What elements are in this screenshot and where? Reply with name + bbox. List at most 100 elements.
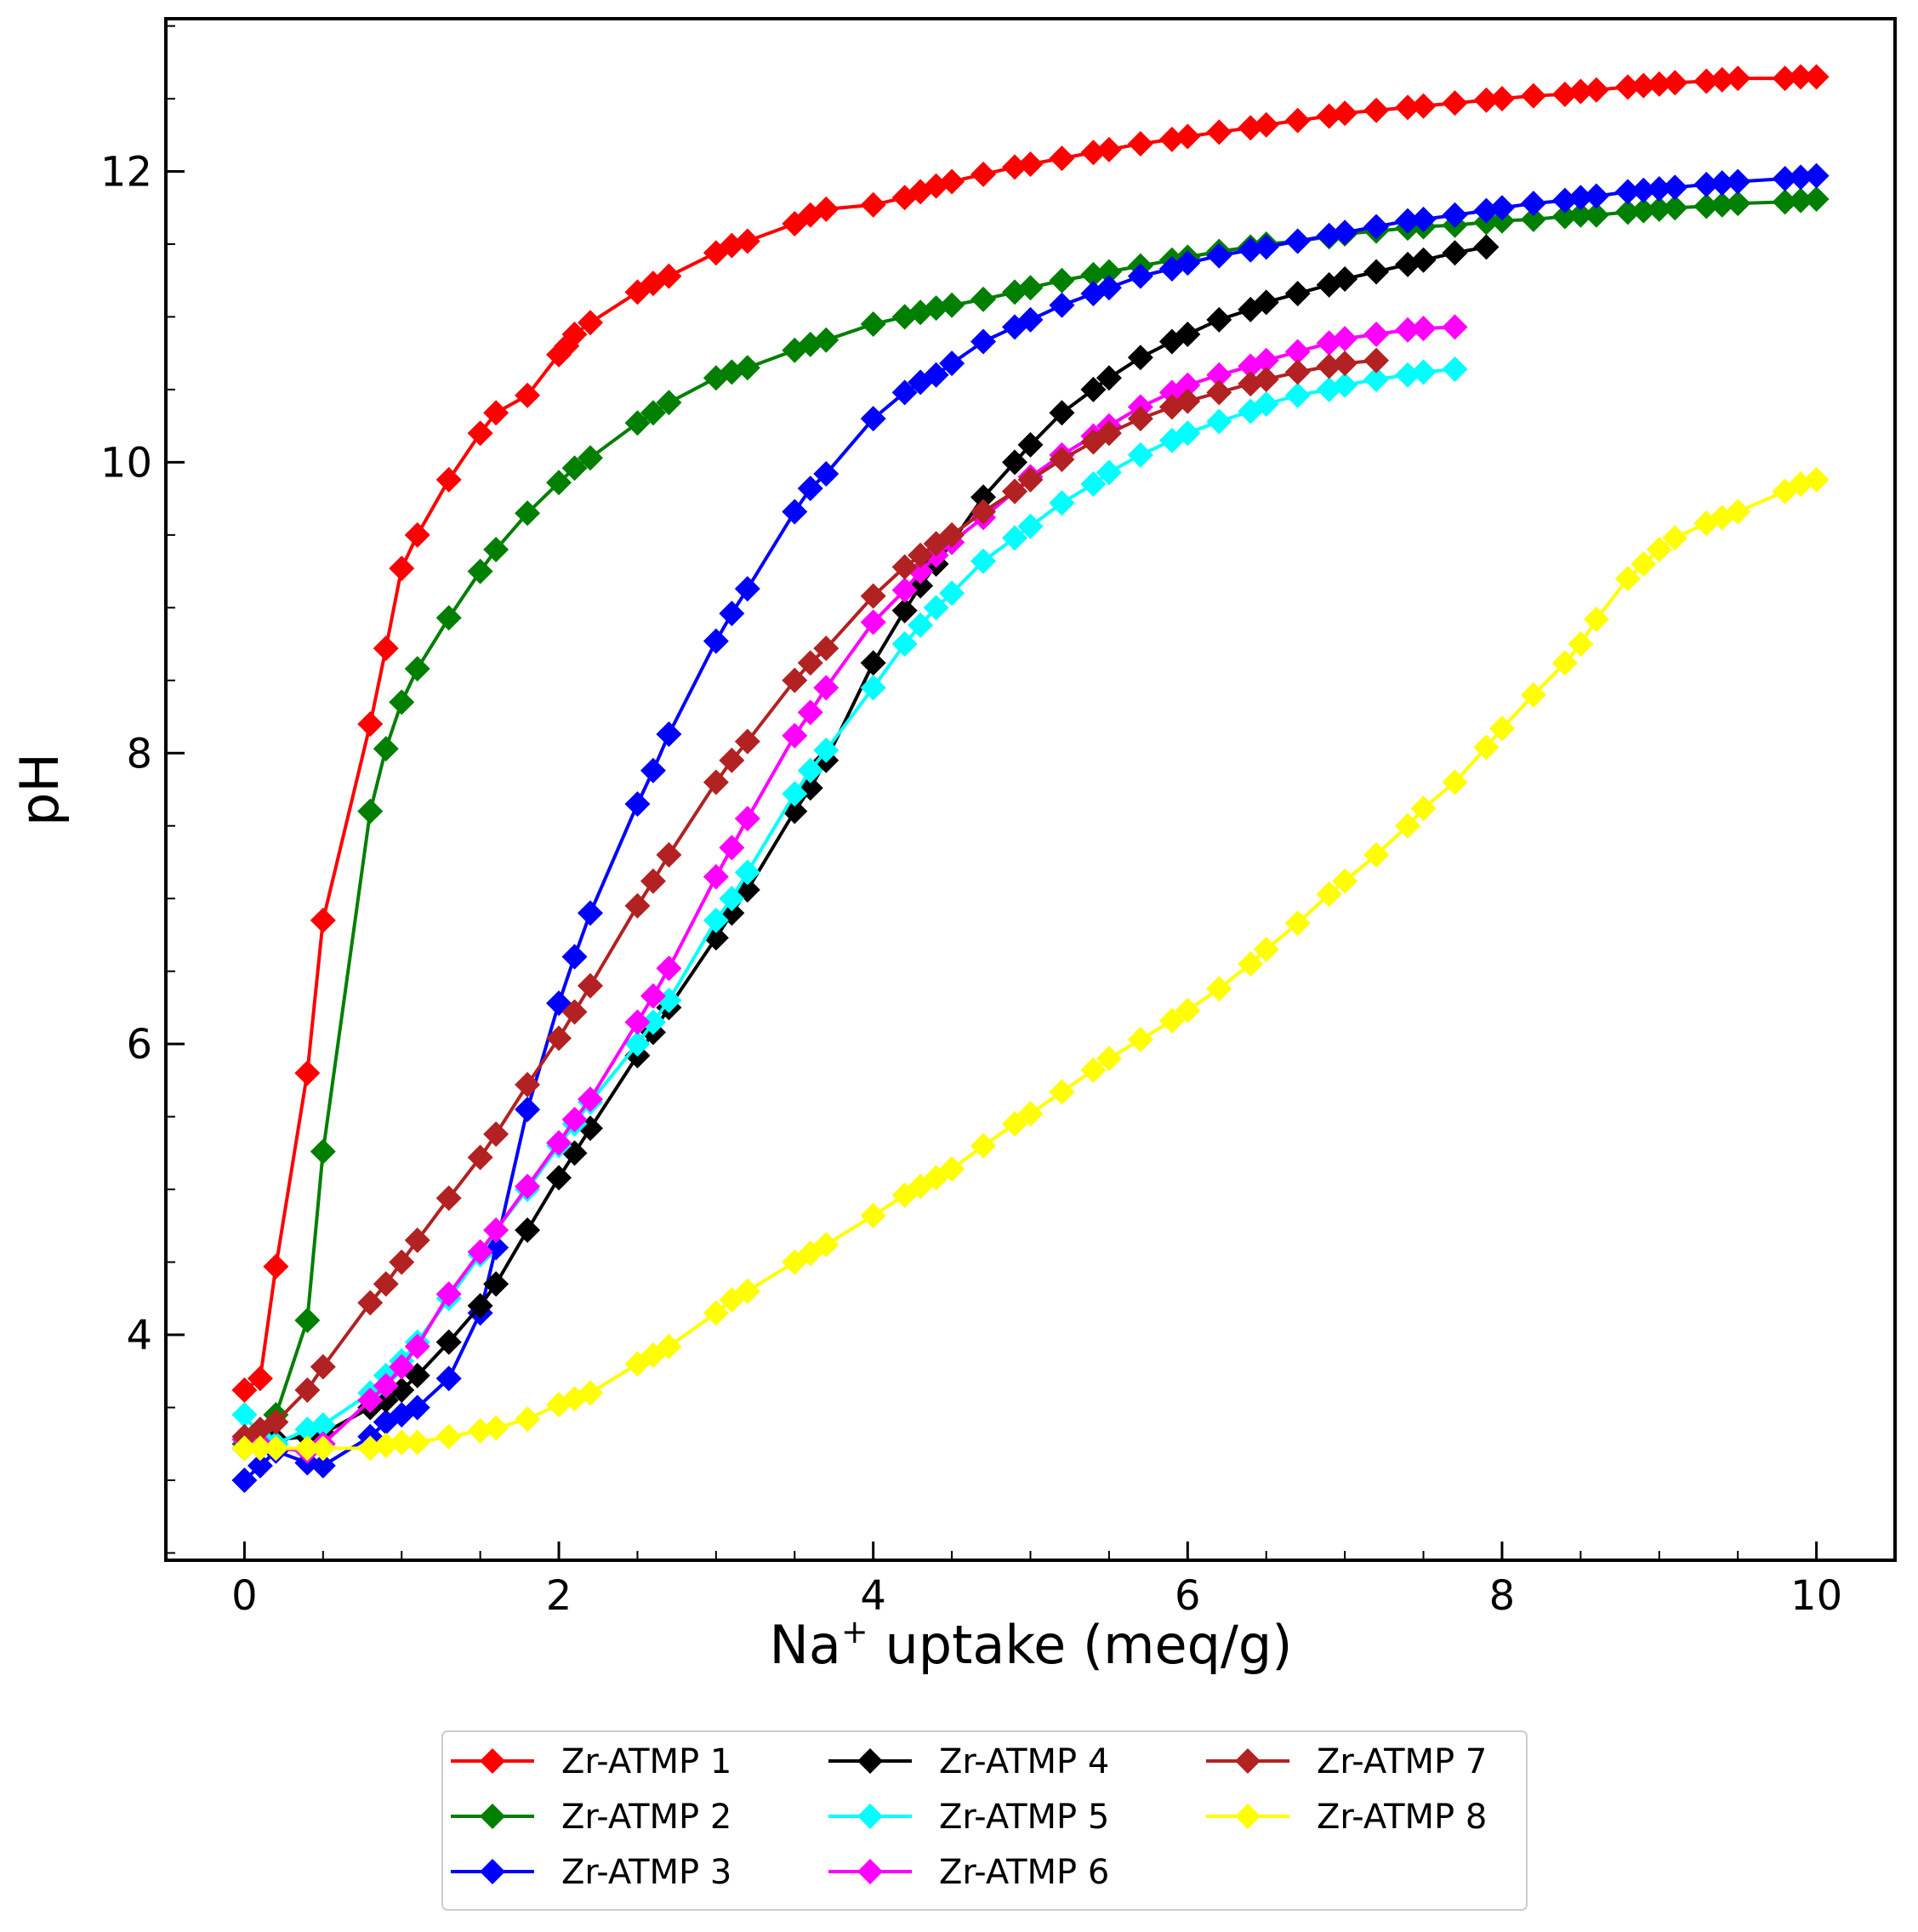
- legend-marker: [480, 1859, 505, 1884]
- data-point: [231, 1467, 258, 1493]
- data-point: [734, 728, 760, 755]
- data-point: [1206, 362, 1232, 388]
- data-point: [703, 1300, 729, 1326]
- data-point: [1551, 187, 1578, 214]
- data-point: [1080, 1057, 1107, 1083]
- data-point: [1363, 366, 1390, 392]
- data-point: [1175, 420, 1201, 447]
- data-point: [1049, 267, 1075, 294]
- data-point: [860, 1202, 886, 1228]
- x-tick-label: 0: [231, 1572, 258, 1620]
- data-point: [1473, 197, 1500, 224]
- data-point: [1002, 478, 1028, 504]
- data-point: [813, 635, 839, 662]
- data-point: [1363, 259, 1390, 285]
- data-point: [1772, 166, 1798, 192]
- legend: Zr-ATMP 1 Zr-ATMP 2 Zr-ATMP 3 Zr-ATMP 4 Zr-A…: [441, 1730, 1528, 1911]
- data-point: [483, 1415, 509, 1441]
- data-point: [1725, 168, 1751, 195]
- data-point: [1049, 145, 1075, 172]
- legend-entry: Zr-ATMP 5: [828, 1798, 1109, 1837]
- data-point: [1002, 449, 1028, 476]
- data-point: [1662, 195, 1688, 221]
- data-point: [1096, 459, 1122, 486]
- legend-marker: [1235, 1804, 1261, 1829]
- data-point: [578, 445, 604, 471]
- data-point: [640, 757, 666, 784]
- data-point: [1096, 136, 1122, 162]
- data-point: [1238, 237, 1264, 263]
- data-point: [1127, 442, 1153, 468]
- data-point: [1788, 164, 1814, 191]
- data-point: [1488, 715, 1515, 742]
- data-point: [294, 1435, 321, 1462]
- data-point: [1332, 219, 1358, 246]
- data-point: [1127, 131, 1153, 157]
- data-point: [515, 1072, 541, 1098]
- data-point: [939, 521, 965, 548]
- x-axis-title-superscript: +: [841, 1613, 868, 1650]
- data-point: [923, 295, 949, 322]
- data-point: [1253, 289, 1279, 316]
- data-point: [656, 721, 682, 748]
- data-point: [813, 461, 839, 487]
- data-point: [813, 1232, 839, 1258]
- data-point: [908, 612, 934, 638]
- legend-label: Zr-ATMP 6: [939, 1853, 1109, 1892]
- data-point: [734, 355, 760, 381]
- legend-entry: Zr-ATMP 7: [1206, 1742, 1487, 1781]
- legend-label: Zr-ATMP 7: [1317, 1742, 1487, 1781]
- data-point: [1410, 316, 1437, 342]
- y-tick-label: 4: [126, 1312, 152, 1359]
- data-point: [310, 1138, 336, 1165]
- data-point: [1442, 202, 1468, 228]
- data-point: [294, 1307, 321, 1333]
- data-point: [1583, 606, 1609, 632]
- data-point: [1488, 86, 1515, 112]
- data-point: [357, 798, 384, 824]
- data-point: [1206, 379, 1232, 406]
- data-point: [640, 1009, 666, 1035]
- data-point: [891, 379, 918, 406]
- series-1: [231, 64, 1830, 1403]
- data-point: [1410, 206, 1437, 232]
- data-point: [1693, 193, 1720, 219]
- data-point: [578, 310, 604, 336]
- data-point: [939, 292, 965, 318]
- data-point: [1206, 306, 1232, 333]
- data-point: [1049, 1079, 1075, 1105]
- data-point: [247, 1452, 273, 1479]
- data-point: [640, 983, 666, 1009]
- data-point: [1662, 70, 1688, 96]
- data-point: [1520, 191, 1546, 217]
- data-point: [435, 1185, 462, 1211]
- data-point: [1363, 97, 1390, 123]
- data-point: [1709, 191, 1735, 218]
- data-point: [656, 263, 682, 289]
- data-point: [939, 580, 965, 607]
- data-point: [1583, 77, 1609, 103]
- series-3: [231, 162, 1830, 1493]
- data-point: [1175, 997, 1201, 1023]
- data-point: [656, 390, 682, 416]
- data-point: [1363, 347, 1390, 373]
- data-point: [1284, 382, 1311, 408]
- y-tick-label: 10: [100, 439, 152, 487]
- data-point: [515, 1406, 541, 1433]
- data-point: [1583, 183, 1609, 209]
- legend-label: Zr-ATMP 1: [561, 1742, 731, 1781]
- data-point: [1332, 326, 1358, 352]
- data-point: [561, 943, 588, 970]
- x-tick-label: 6: [1175, 1572, 1201, 1620]
- data-point: [1551, 650, 1578, 676]
- data-point: [1442, 240, 1468, 266]
- data-point: [389, 1249, 415, 1275]
- legend-frame: [441, 1730, 1528, 1911]
- data-point: [263, 1435, 289, 1462]
- data-point: [1158, 126, 1185, 152]
- data-point: [1127, 345, 1153, 371]
- data-point: [1803, 162, 1830, 189]
- data-point: [435, 466, 462, 493]
- data-point: [1568, 631, 1594, 658]
- data-point: [467, 558, 493, 584]
